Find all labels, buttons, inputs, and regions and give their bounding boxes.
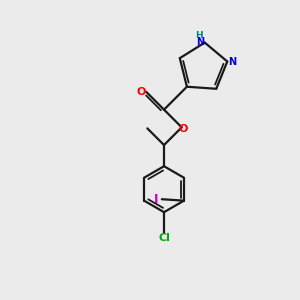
Text: N: N: [196, 37, 204, 47]
Text: N: N: [229, 56, 237, 67]
Text: I: I: [154, 193, 159, 206]
Text: O: O: [178, 124, 188, 134]
Text: Cl: Cl: [158, 233, 170, 243]
Text: O: O: [136, 87, 146, 97]
Text: H: H: [195, 31, 202, 40]
